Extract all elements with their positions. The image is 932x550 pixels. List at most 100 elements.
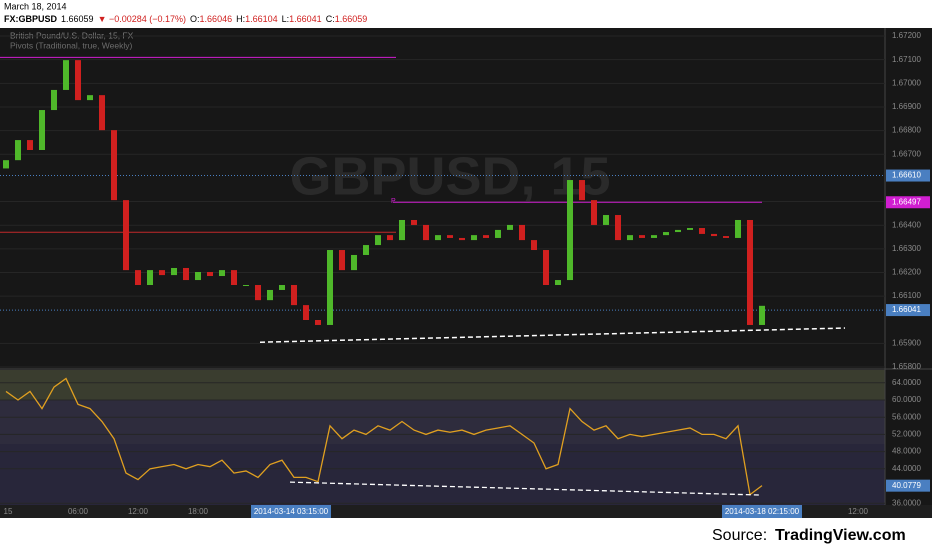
- rsi-mid-zone: [0, 400, 885, 444]
- ohlc-value: 1.66104: [245, 14, 278, 24]
- candle-body: [63, 60, 69, 90]
- rsi-lower-zone: [0, 444, 885, 505]
- time-label: 2014-03-14 03:15:00: [254, 507, 329, 516]
- candle-body: [483, 235, 489, 238]
- quote-line: FX:GBPUSD 1.66059 ▼ −0.00284 (−0.17%) O:1.6…: [4, 14, 367, 24]
- y-tick-label: 1.66800: [892, 126, 921, 135]
- y-tick-label: 1.67200: [892, 31, 921, 40]
- indicator: Pivots (Traditional, true, Weekly): [10, 40, 133, 50]
- candle-body: [735, 219, 741, 238]
- level-label: 1.66497: [892, 197, 921, 206]
- candle-body: [411, 219, 417, 225]
- time-label: 18:00: [188, 507, 209, 516]
- candle-body: [147, 270, 153, 286]
- candle-body: [315, 320, 321, 325]
- date: March 18, 2014: [4, 1, 67, 11]
- candle-body: [471, 235, 477, 241]
- candle-body: [435, 235, 441, 241]
- candle-body: [171, 267, 177, 276]
- candle-body: [99, 95, 105, 131]
- y-tick-label: 64.0000: [892, 378, 921, 387]
- level-label: 1.66610: [892, 171, 921, 180]
- candle-body: [387, 235, 393, 241]
- y-tick-label: 36.0000: [892, 498, 921, 507]
- candle-body: [111, 130, 117, 201]
- y-tick-label: 1.65800: [892, 362, 921, 371]
- candle-body: [567, 180, 573, 281]
- candle-body: [459, 237, 465, 241]
- candle-body: [183, 267, 189, 281]
- time-label: 2014-03-18 02:15:00: [725, 507, 800, 516]
- y-tick-label: 1.66400: [892, 220, 921, 229]
- candle-body: [507, 224, 513, 230]
- candle-body: [75, 60, 81, 101]
- time-tag: [251, 505, 331, 518]
- level-tag: [886, 304, 930, 317]
- candle-body: [339, 250, 345, 271]
- candle-body: [531, 240, 537, 251]
- last-price: 1.66059: [61, 14, 94, 24]
- y-tick-label: 56.0000: [892, 412, 921, 421]
- candle-body: [687, 228, 693, 230]
- candle-body: [579, 180, 585, 201]
- candle-body: [135, 270, 141, 286]
- level-label: 1.66041: [892, 305, 921, 314]
- candle-body: [591, 200, 597, 225]
- y-tick-label: 1.66700: [892, 149, 921, 158]
- candle-body: [363, 245, 369, 255]
- ohlc-label: L:: [282, 14, 290, 24]
- candle-body: [375, 235, 381, 246]
- time-label: 15: [4, 507, 13, 516]
- candle-body: [3, 160, 9, 169]
- y-tick-label: 1.66300: [892, 244, 921, 253]
- candle-body: [399, 219, 405, 241]
- candle-body: [291, 285, 297, 306]
- symbol: FX:GBPUSD: [4, 14, 58, 24]
- candle-body: [699, 228, 705, 234]
- y-tick-label: 48.0000: [892, 447, 921, 456]
- source-prefix: Source:: [712, 527, 767, 544]
- rsi-line: [5, 377, 763, 496]
- candle-body: [747, 219, 753, 325]
- trendline: [259, 327, 846, 343]
- candle-body: [519, 224, 525, 241]
- y-tick-label: 1.66900: [892, 102, 921, 111]
- candle-body: [711, 233, 717, 237]
- candle-body: [675, 229, 681, 233]
- time-label: 12:00: [848, 507, 869, 516]
- candle-body: [351, 254, 357, 271]
- ohlc-label: C:: [326, 14, 335, 24]
- candle-body: [495, 229, 501, 238]
- candle-body: [219, 270, 225, 277]
- instrument: British Pound/U.S. Dollar, 15, FX: [10, 30, 134, 40]
- candle-body: [543, 250, 549, 286]
- candle-body: [615, 215, 621, 241]
- rsi-last-label: 40.0779: [892, 481, 921, 490]
- y-tick-label: 52.0000: [892, 430, 921, 439]
- candle-body: [27, 140, 33, 151]
- y-tick-label: 44.0000: [892, 464, 921, 473]
- y-tick-label: 1.66100: [892, 291, 921, 300]
- trendline: [289, 481, 761, 496]
- ohlc-value: 1.66046: [200, 14, 233, 24]
- time-label: 06:00: [68, 507, 89, 516]
- candle-body: [207, 272, 213, 277]
- candle-body: [231, 270, 237, 286]
- candle-body: [15, 140, 21, 161]
- candle-body: [663, 232, 669, 236]
- y-tick-label: 1.65900: [892, 339, 921, 348]
- candle-body: [603, 215, 609, 225]
- candle-body: [759, 305, 765, 325]
- candle-body: [447, 235, 453, 238]
- watermark: GBPUSD, 15: [289, 146, 610, 206]
- candle-body: [555, 280, 561, 286]
- candle-body: [39, 110, 45, 151]
- candle-body: [627, 235, 633, 241]
- level-tag: [886, 196, 930, 209]
- candle-body: [423, 224, 429, 241]
- level-tag: [886, 169, 930, 182]
- candle-body: [723, 236, 729, 238]
- candle-body: [639, 235, 645, 238]
- ohlc-label: O:: [190, 14, 200, 24]
